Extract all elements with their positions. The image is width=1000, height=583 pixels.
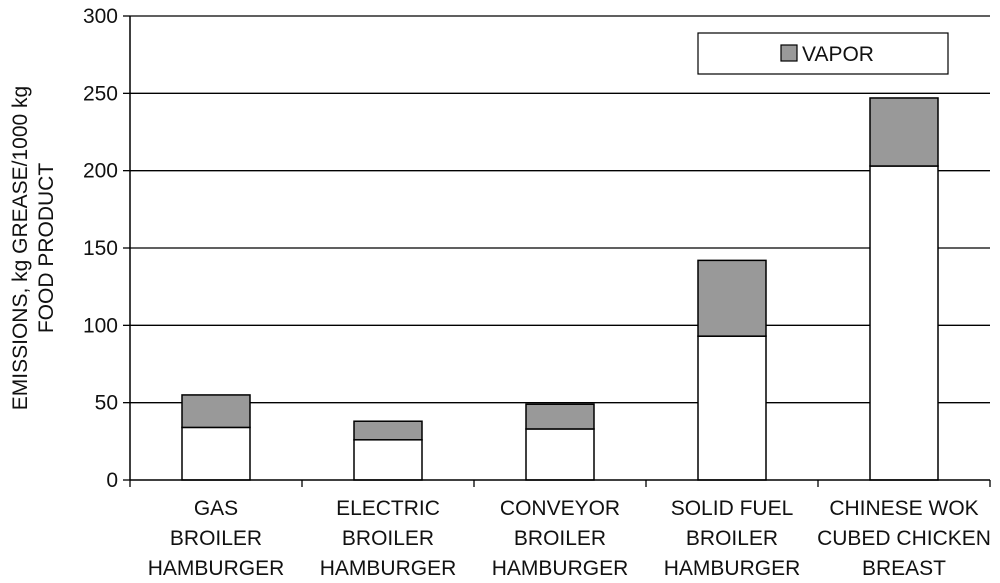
- x-category-label-1-line-0: ELECTRIC: [336, 497, 440, 520]
- x-category-label-1-line-1: BROILER: [342, 527, 434, 550]
- x-category-label-0-line-0: GAS: [194, 497, 238, 520]
- bar-vapor-1: [353, 420, 423, 441]
- x-category-label-3-line-2: HAMBURGER: [664, 557, 801, 580]
- x-category-labels: GAS BROILER HAMBURGER ELECTRIC BROILER HAMBUR…: [148, 497, 991, 580]
- y-axis-title-line-1: FOOD PRODUCT: [35, 163, 58, 334]
- bar-vapor-3: [697, 259, 767, 337]
- y-tick-label-250: 250: [83, 82, 118, 105]
- bars: [181, 97, 939, 481]
- x-category-label-4-line-0: CHINESE WOK: [829, 497, 978, 520]
- y-tick-label-50: 50: [95, 392, 118, 415]
- legend-box: [697, 32, 949, 75]
- bar-base-1: [353, 439, 423, 481]
- y-axis-title: EMISSIONS, kg GREASE/1000 kg FOOD PRODUCT: [9, 86, 58, 410]
- legend-label-vapor: VAPOR: [802, 43, 874, 66]
- y-tick-label-100: 100: [83, 314, 118, 337]
- x-category-label-2-line-1: BROILER: [514, 527, 606, 550]
- bar-base-4: [869, 165, 939, 481]
- bar-vapor-4: [869, 97, 939, 167]
- grid-lines: [130, 15, 990, 404]
- x-category-label-2-line-2: HAMBURGER: [492, 557, 629, 580]
- legend: VAPOR: [697, 32, 949, 75]
- legend-swatch-vapor: [780, 44, 798, 62]
- y-tick-label-0: 0: [106, 469, 118, 492]
- x-category-label-2-line-0: CONVEYOR: [500, 497, 620, 520]
- x-category-label-4-line-1: CUBED CHICKEN: [817, 527, 991, 550]
- x-category-label-4-line-2: BREAST: [862, 557, 946, 580]
- bar-base-0: [181, 426, 251, 481]
- y-axis-title-line-0: EMISSIONS, kg GREASE/1000 kg: [9, 86, 32, 410]
- x-category-label-0-line-1: BROILER: [170, 527, 262, 550]
- bar-vapor-2: [525, 403, 595, 430]
- x-category-label-3-line-0: SOLID FUEL: [671, 497, 794, 520]
- bar-vapor-0: [181, 394, 251, 429]
- y-tick-label-150: 150: [83, 237, 118, 260]
- x-category-label-1-line-2: HAMBURGER: [320, 557, 457, 580]
- bar-base-2: [525, 428, 595, 481]
- y-tick-label-200: 200: [83, 160, 118, 183]
- x-category-label-0-line-2: HAMBURGER: [148, 557, 285, 580]
- y-tick-labels: 0 50 100 150 200 250 300: [83, 5, 118, 492]
- x-category-label-3-line-1: BROILER: [686, 527, 778, 550]
- bar-base-3: [697, 335, 767, 481]
- y-tick-label-300: 300: [83, 5, 118, 28]
- axes: [123, 15, 991, 487]
